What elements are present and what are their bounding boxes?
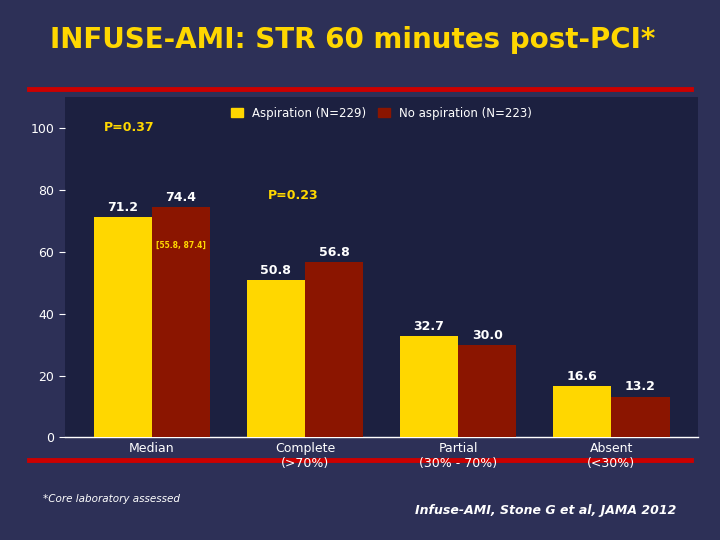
Text: 50.8: 50.8 bbox=[261, 264, 292, 277]
Bar bbox=[152, 207, 210, 437]
Text: [55.8, 87.4]: [55.8, 87.4] bbox=[156, 241, 206, 250]
Text: Infuse-AMI, Stone G et al, JAMA 2012: Infuse-AMI, Stone G et al, JAMA 2012 bbox=[415, 504, 677, 517]
Bar bbox=[247, 280, 305, 437]
Bar bbox=[458, 345, 516, 437]
Bar bbox=[94, 217, 152, 437]
Text: 56.8: 56.8 bbox=[319, 246, 349, 259]
Text: INFUSE-AMI: STR 60 minutes post-PCI*: INFUSE-AMI: STR 60 minutes post-PCI* bbox=[50, 26, 656, 55]
Bar bbox=[305, 262, 363, 437]
Text: 13.2: 13.2 bbox=[625, 381, 656, 394]
Bar bbox=[553, 386, 611, 437]
Text: *Core laboratory assessed: *Core laboratory assessed bbox=[43, 495, 180, 504]
Text: 32.7: 32.7 bbox=[414, 320, 444, 333]
Text: 16.6: 16.6 bbox=[567, 370, 598, 383]
Text: 30.0: 30.0 bbox=[472, 328, 503, 341]
Bar bbox=[611, 396, 670, 437]
Text: P=0.37: P=0.37 bbox=[104, 122, 155, 134]
Text: 71.2: 71.2 bbox=[107, 201, 138, 214]
Text: 74.4: 74.4 bbox=[166, 191, 197, 204]
Legend: Aspiration (N=229), No aspiration (N=223): Aspiration (N=229), No aspiration (N=223… bbox=[228, 103, 536, 123]
Text: P=0.23: P=0.23 bbox=[269, 190, 319, 202]
Text: [45.2, 87.7]: [45.2, 87.7] bbox=[98, 241, 148, 250]
Bar bbox=[400, 336, 458, 437]
